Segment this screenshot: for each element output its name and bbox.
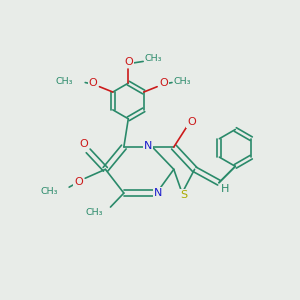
Text: O: O [159,78,168,88]
Text: O: O [88,78,97,88]
Text: CH₃: CH₃ [174,77,191,86]
Text: O: O [74,177,83,187]
Text: N: N [154,188,162,198]
Text: O: O [187,117,196,127]
Text: CH₃: CH₃ [145,54,162,63]
Text: CH₃: CH₃ [41,187,58,196]
Text: O: O [124,57,133,67]
Text: O: O [79,140,88,149]
Text: H: H [221,184,230,194]
Text: N: N [144,140,152,151]
Text: CH₃: CH₃ [85,208,103,217]
Text: S: S [180,190,187,200]
Text: CH₃: CH₃ [56,77,73,86]
